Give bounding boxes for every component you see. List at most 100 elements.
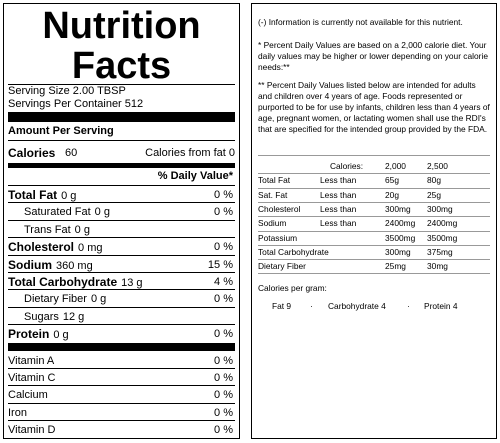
calories-from-fat: Calories from fat 0 [145,147,235,159]
vitamin-name: Vitamin A [8,354,55,367]
table-cell: 25g [427,189,441,200]
daily-value: 0 % [214,206,233,219]
divider [8,202,235,203]
daily-value: 0 % [214,328,233,341]
divider [8,272,235,273]
daily-value: 0 % [214,241,233,254]
table-header: Calories: [330,161,364,171]
per-gram: Fat 9 [272,301,292,311]
footnote: * Percent Daily Values are based on a 2,… [258,40,488,72]
table-cell: Less than [320,203,357,214]
nutrient-row: Protein 0 g [8,328,69,342]
table-cell: Total Carbohydrate [258,246,329,257]
nutrient-row: Cholesterol 0 mg [8,241,102,255]
nutrient-name: Sodium [8,257,52,272]
nutrient-name: Saturated Fat [24,206,91,219]
nutrient-row: Sugars 12 g [24,311,84,324]
calories-label: Calories [8,146,56,160]
nutrient-amount: 0 mg [78,242,103,255]
title: Nutrition [42,5,201,47]
vitamin-dv: 0 % [214,406,233,419]
nutrient-amount: 12 g [62,310,85,323]
table-cell: 30mg [427,261,448,272]
divider [8,140,235,141]
divider [258,273,490,274]
table-cell: 65g [385,175,399,186]
table-cell: 300mg [385,203,411,214]
nutrient-row: Saturated Fat 0 g [24,206,110,219]
divider [8,420,235,421]
table-cell: Sodium [258,218,287,229]
separator-dot: · [310,301,313,311]
table-cell: 20g [385,189,399,200]
divider [258,245,490,246]
daily-value: 4 % [214,276,233,288]
divider [8,84,235,85]
vitamin-name: Vitamin C [8,372,56,384]
table-cell: Cholesterol [258,203,301,214]
nutrient-amount: 0 g [90,293,107,306]
divider [8,112,235,122]
table-cell: 300mg [385,246,411,257]
nutrient-amount: 0 g [53,329,69,342]
vitamin-dv: 0 % [214,389,233,402]
vitamin-dv: 0 % [214,424,233,437]
divider [8,220,235,221]
nutrient-row: Total Fat 0 g [8,189,76,203]
table-cell: Less than [320,218,357,229]
per-gram: Carbohydrate 4 [328,301,386,311]
vitamin-dv: 0 % [214,372,233,384]
divider [8,403,235,404]
nutrient-name: Protein [8,327,50,342]
divider [8,307,235,308]
nutrient-row: Total Carbohydrate 13 g [8,276,143,290]
table-cell: 25mg [385,261,406,272]
amount-per-serving: Amount Per Serving [8,125,114,137]
divider [8,255,235,256]
footnotes-panel: (-) Information is currently not availab… [251,3,497,439]
divider [8,163,235,168]
nutrient-amount: 13 g [121,277,143,289]
nutrient-name: Dietary Fiber [24,293,87,306]
footnote: ** Percent Daily Values listed below are… [258,80,490,134]
servings-per-container: Servings Per Container 512 [8,98,144,110]
nutrient-amount: 360 mg [56,259,93,272]
table-header: 2,500 [427,161,448,171]
divider [8,237,235,238]
divider [258,231,490,232]
divider [8,324,235,325]
divider [8,368,235,369]
nutrient-name: Total Fat [8,188,58,202]
title: Facts [71,45,172,87]
info-note: (-) Information is currently not availab… [258,17,463,27]
daily-value-header: % Daily Value* [157,170,233,182]
divider [8,185,235,186]
table-cell: 300mg [427,203,453,214]
nutrient-name: Cholesterol [8,240,75,255]
calories-per-gram: Calories per gram: [258,283,327,293]
daily-value: 0 % [214,189,233,201]
vitamin-name: Iron [8,406,27,419]
divider [258,216,490,217]
nutrient-row: Trans Fat 0 g [24,224,90,237]
nutrient-amount: 0 g [61,190,77,202]
divider [8,385,235,386]
nutrient-name: Total Carbohydrate [8,275,118,289]
vitamin-name: Calcium [8,389,48,402]
table-cell: 3500mg [385,232,416,243]
divider [258,173,490,174]
table-cell: 2400mg [427,218,458,229]
divider [258,188,490,189]
table-header: 2,000 [385,161,406,171]
table-cell: Less than [320,189,357,200]
daily-value: 0 % [214,293,233,306]
divider [258,155,490,156]
nutrient-row: Dietary Fiber 0 g [24,293,106,306]
nutrient-amount: 0 g [74,223,90,236]
separator-dot: · [407,301,410,311]
table-cell: Dietary Fiber [258,261,306,272]
table-cell: 3500mg [427,232,458,243]
calories-value: 60 [65,147,78,159]
table-cell: 2400mg [385,218,416,229]
